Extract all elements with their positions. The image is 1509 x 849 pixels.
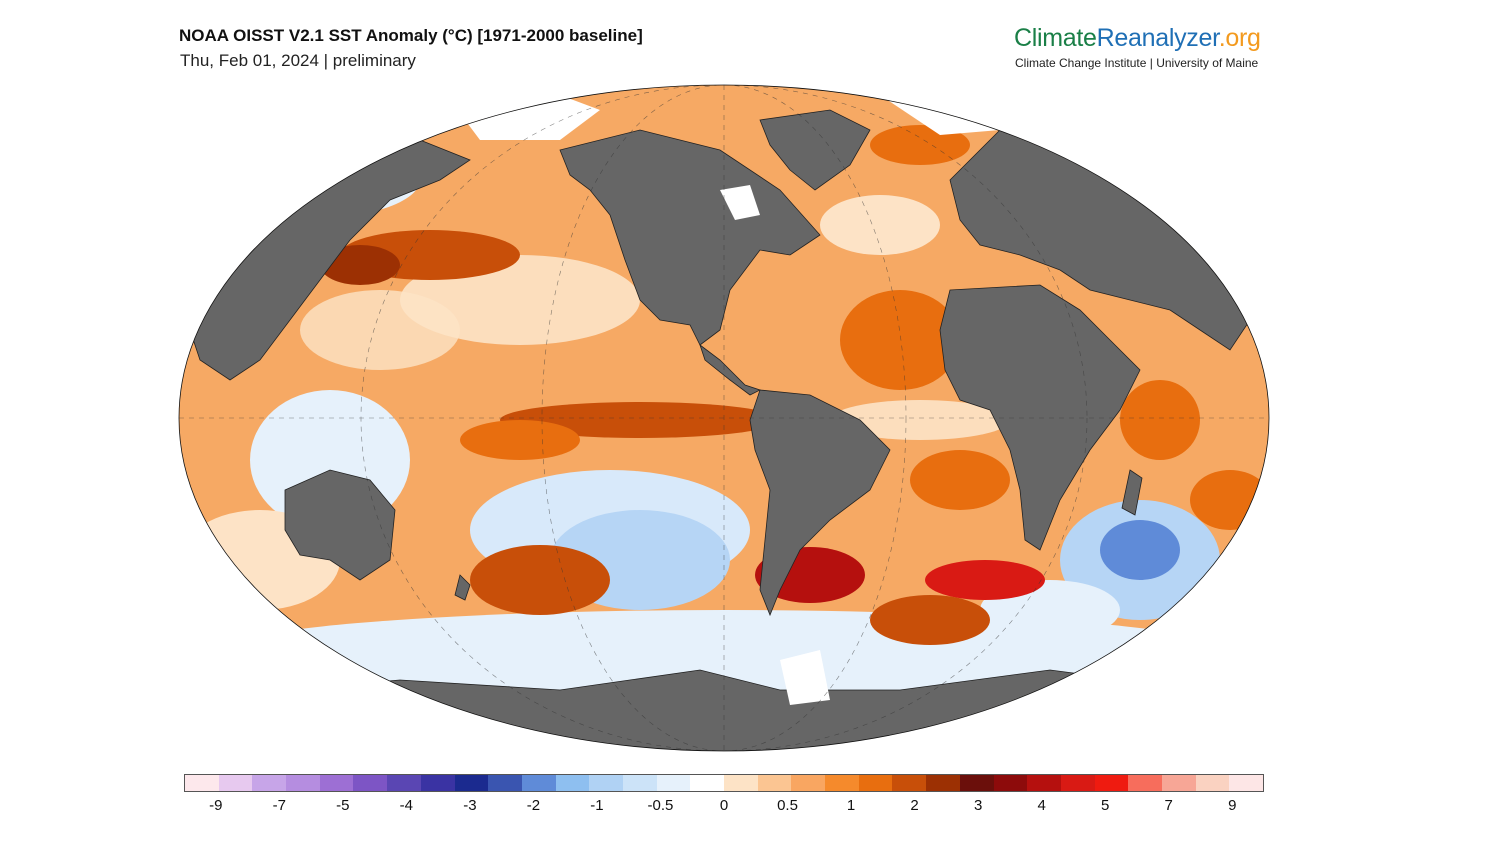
legend-tick-label: 1: [846, 797, 856, 814]
legend-tick-label: -7: [272, 797, 286, 814]
legend-swatch: [218, 775, 253, 791]
legend-swatch: [791, 775, 826, 791]
legend-tick-label: 0: [719, 797, 729, 814]
legend-tick-label: -5: [336, 797, 350, 814]
legend-swatch: [286, 775, 320, 791]
legend-swatch: [521, 775, 556, 791]
legend-swatch: [1161, 775, 1196, 791]
globe-outline: [178, 84, 1270, 752]
brand-logo[interactable]: ClimateReanalyzer.org: [1014, 24, 1261, 53]
legend-tick-label: -3: [463, 797, 477, 814]
legend-swatch: [959, 775, 994, 791]
legend-tick-label: -0.5: [647, 797, 674, 814]
brand-org: .org: [1218, 24, 1261, 52]
legend-tick-label: -1: [590, 797, 604, 814]
antarctica: [179, 669, 1269, 751]
legend-tick-label: 0.5: [777, 797, 798, 814]
legend-swatch: [420, 775, 455, 791]
south-america: [749, 389, 891, 617]
graticule: [179, 85, 1269, 751]
globe: [179, 85, 1269, 751]
legend-swatch: [252, 775, 287, 791]
map-date: Thu, Feb 01, 2024 | preliminary: [180, 51, 416, 70]
legend-swatch: [488, 775, 522, 791]
map-title: NOAA OISST V2.1 SST Anomaly (°C) [1971-2…: [179, 26, 643, 45]
legend-swatch: [1195, 775, 1230, 791]
color-legend: [184, 774, 1264, 792]
africa: [939, 284, 1141, 551]
legend-tick-label: -4: [399, 797, 414, 814]
legend-swatch: [185, 775, 219, 791]
legend-tick-label: -9: [209, 797, 223, 814]
legend-tick-label: 7: [1164, 797, 1173, 814]
legend-tick-label: 5: [1101, 797, 1110, 814]
legend-swatch: [1027, 775, 1061, 791]
legend-tick-label: 3: [973, 797, 983, 814]
legend-swatch: [387, 775, 421, 791]
new-zealand: [454, 574, 471, 601]
legend-swatch: [993, 775, 1028, 791]
legend-swatch: [1128, 775, 1162, 791]
legend-swatch: [926, 775, 960, 791]
legend-swatch: [622, 775, 657, 791]
legend-swatch: [555, 775, 590, 791]
north-america: [559, 129, 821, 346]
legend-swatch: [353, 775, 388, 791]
legend-swatch: [858, 775, 893, 791]
brand-reanalyzer: Reanalyzer: [1096, 24, 1219, 52]
legend-tick-label: 9: [1228, 797, 1237, 814]
legend-swatch: [1229, 775, 1263, 791]
legend-swatch: [1094, 775, 1129, 791]
legend-swatch: [757, 775, 792, 791]
legend-swatch: [589, 775, 623, 791]
legend-ticks: -9 -7 -5 -4 -3 -2 -1 -0.5 0 0.5 1 2 3 4 5 7 9: [184, 797, 1264, 817]
legend-swatch: [656, 775, 691, 791]
legend-swatch: [825, 775, 859, 791]
central-america: [699, 343, 762, 396]
brand-tagline: Climate Change Institute | University of…: [1015, 56, 1259, 70]
legend-swatch: [319, 775, 354, 791]
brand-climate: Climate: [1014, 24, 1097, 52]
legend-swatch: [724, 775, 758, 791]
legend-swatch: [892, 775, 927, 791]
australia: [284, 469, 396, 581]
madagascar: [1121, 469, 1143, 516]
greenland: [759, 109, 871, 191]
legend-swatch: [690, 775, 724, 791]
legend-tick-label: 2: [910, 797, 919, 814]
legend-tick-label: 4: [1037, 797, 1046, 814]
legend-tick-label: -2: [526, 797, 541, 814]
legend-swatch: [1060, 775, 1095, 791]
legend-swatch: [454, 775, 489, 791]
